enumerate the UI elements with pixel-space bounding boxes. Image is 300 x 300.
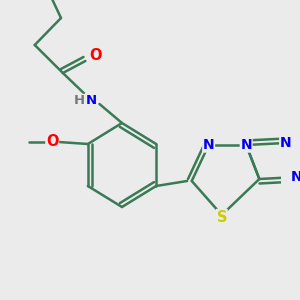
Text: N: N xyxy=(280,136,291,150)
Text: N: N xyxy=(240,138,252,152)
Text: H: H xyxy=(73,94,84,107)
Text: N: N xyxy=(85,94,97,106)
Text: O: O xyxy=(89,49,102,64)
Text: N: N xyxy=(291,170,300,184)
Text: O: O xyxy=(46,134,58,149)
Text: S: S xyxy=(217,209,227,224)
Text: N: N xyxy=(203,138,214,152)
